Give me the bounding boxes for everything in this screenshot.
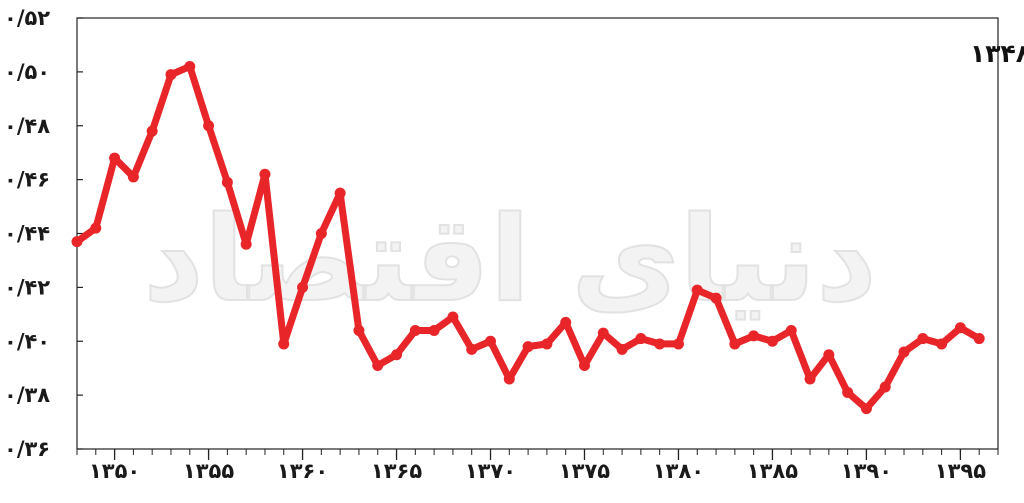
data-point [447, 311, 459, 323]
y-tick-label: ۰/۴۸ [4, 114, 50, 138]
data-point [954, 322, 966, 334]
y-tick-label: ۰/۵۰ [4, 60, 50, 84]
y-tick-label: ۰/۴۲ [4, 275, 50, 299]
data-point [503, 373, 515, 385]
y-tick-label: ۰/۳۸ [4, 383, 50, 407]
data-point [71, 236, 83, 248]
data-point [560, 316, 572, 328]
data-point [635, 333, 647, 345]
data-point [428, 324, 440, 336]
x-tick-label: ۱۳۹۵ [935, 459, 986, 483]
data-point [691, 284, 703, 296]
data-point [710, 292, 722, 304]
y-tick-label: ۰/۴۶ [4, 168, 50, 192]
data-point [391, 349, 403, 361]
data-point [146, 125, 158, 137]
x-tick-label: ۱۳۹۰ [841, 459, 892, 483]
data-point [522, 341, 534, 353]
data-point [654, 338, 666, 350]
series-layer [71, 60, 985, 415]
watermark: دنیای اقتصاد [143, 190, 877, 328]
x-tick-label: ۱۳۷۰ [465, 459, 516, 483]
data-point [804, 373, 816, 385]
data-point [860, 403, 872, 415]
data-point [184, 60, 196, 72]
data-point [165, 69, 177, 81]
y-tick-label: ۰/۳۶ [4, 437, 50, 461]
data-point [203, 120, 215, 132]
data-point [221, 176, 233, 188]
x-tick-label: ۱۳۵۰ [89, 459, 140, 483]
x-tick-label: ۱۳۸۵ [747, 459, 798, 483]
y-tick-label: ۰/۵۲ [4, 6, 50, 30]
chart-title: روندضریب‌جینی، ۹۶-۱۳۴۸ [970, 39, 1024, 69]
data-point [823, 349, 835, 361]
data-point [729, 338, 741, 350]
x-tick-label: ۱۳۶۰ [277, 459, 328, 483]
data-point [109, 152, 121, 164]
data-point [898, 346, 910, 358]
data-point [334, 187, 346, 199]
data-point [917, 333, 929, 345]
data-point [616, 343, 628, 355]
data-point [973, 333, 985, 345]
data-point [278, 338, 290, 350]
data-point [879, 381, 891, 393]
data-point [409, 324, 421, 336]
data-point [766, 335, 778, 347]
x-tick-label: ۱۳۸۰ [653, 459, 704, 483]
data-point [240, 238, 252, 250]
x-tick-label: ۱۳۷۵ [559, 459, 610, 483]
data-point [597, 327, 609, 339]
data-point [842, 386, 854, 398]
data-point [372, 359, 384, 371]
data-point [466, 343, 478, 355]
data-point [259, 168, 271, 180]
data-point [672, 338, 684, 350]
data-point [485, 335, 497, 347]
data-point [785, 324, 797, 336]
x-tick-label: ۱۳۵۵ [183, 459, 234, 483]
data-point [127, 171, 139, 183]
data-point [578, 359, 590, 371]
axes: ۰/۳۶ ۰/۳۸ ۰/۴۰ ۰/۴۲ ۰/۴۴ ۰/۴۶ ۰/۴۸ ۰/۵۰ ۰/۵۲ ۱۳۵۰… [4, 6, 999, 483]
y-tick-label: ۰/۴۰ [4, 329, 50, 353]
data-point [90, 222, 102, 234]
data-point [315, 228, 327, 239]
x-tick-label: ۱۳۶۵ [371, 459, 422, 483]
y-tick-label: ۰/۴۴ [4, 222, 50, 246]
data-point [748, 330, 760, 342]
data-point [541, 338, 553, 350]
data-point [353, 324, 365, 336]
data-point [297, 281, 309, 293]
data-point [936, 338, 948, 350]
